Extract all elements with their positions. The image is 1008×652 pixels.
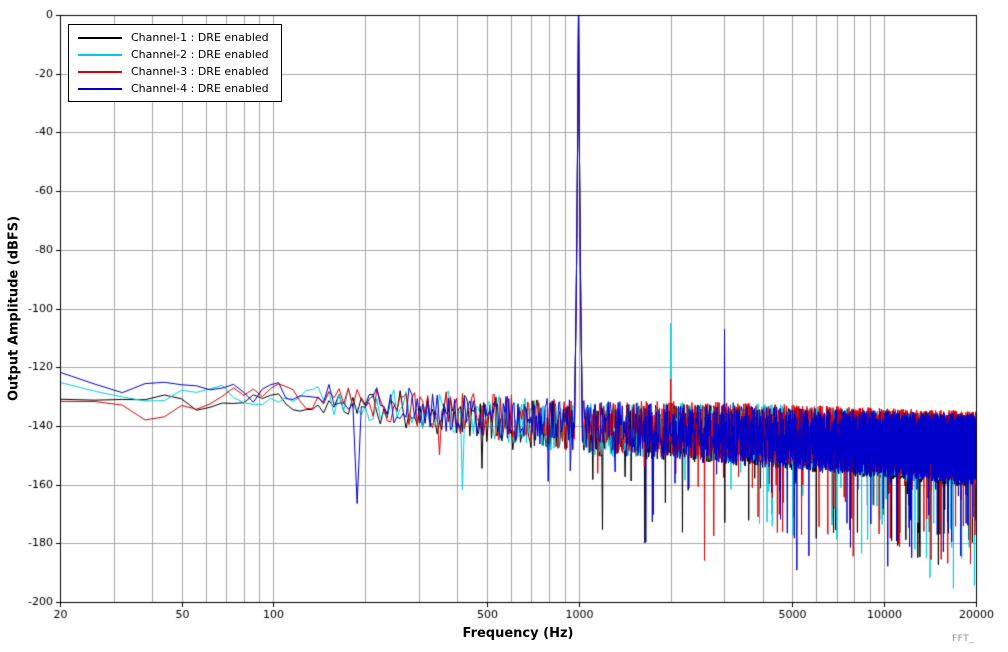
chart-legend: Channel-1 : DRE enabled Channel-2 : DRE … [68, 24, 282, 102]
legend-item-channel-2: Channel-2 : DRE enabled [78, 48, 269, 61]
y-axis-title: Output Amplitude (dBFS) [6, 215, 22, 402]
legend-label-channel-1: Channel-1 : DRE enabled [131, 31, 269, 44]
x-axis-title: Frequency (Hz) [462, 626, 574, 641]
legend-line-swatch-channel-4 [78, 87, 122, 90]
legend-line-swatch-channel-1 [78, 36, 122, 39]
watermark-text: FFT_ [952, 634, 975, 644]
legend-label-channel-3: Channel-3 : DRE enabled [131, 65, 269, 78]
legend-line-swatch-channel-2 [78, 53, 122, 56]
legend-item-channel-4: Channel-4 : DRE enabled [78, 82, 269, 95]
legend-label-channel-4: Channel-4 : DRE enabled [131, 82, 269, 95]
legend-label-channel-2: Channel-2 : DRE enabled [131, 48, 269, 61]
legend-item-channel-1: Channel-1 : DRE enabled [78, 31, 269, 44]
legend-item-channel-3: Channel-3 : DRE enabled [78, 65, 269, 78]
legend-line-swatch-channel-3 [78, 70, 122, 73]
